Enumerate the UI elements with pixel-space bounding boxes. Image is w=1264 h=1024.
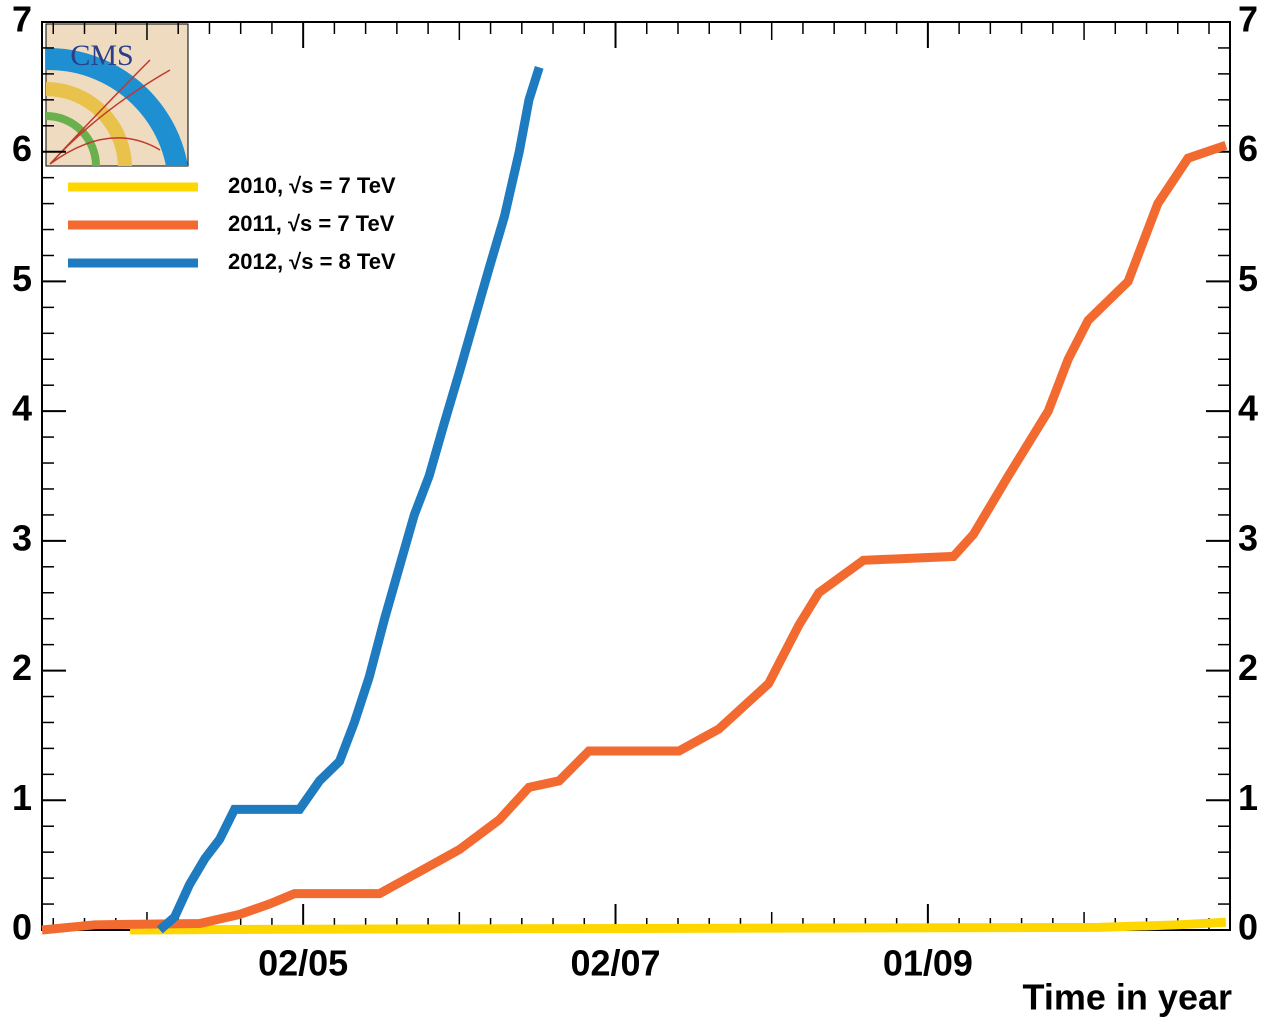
y-tick-label-right: 1 [1238, 777, 1258, 818]
x-tick-label: 02/05 [258, 943, 348, 984]
legend-label: 2012, √s = 8 TeV [228, 249, 396, 274]
legend-label: 2011, √s = 7 TeV [228, 211, 395, 236]
series-line [41, 140, 1228, 935]
series-line [156, 66, 544, 934]
y-tick-label-right: 0 [1238, 907, 1258, 948]
x-tick-label: 02/07 [570, 943, 660, 984]
y-tick-label-right: 3 [1238, 517, 1258, 558]
y-tick-label: 6 [12, 128, 32, 169]
series-line [130, 917, 1227, 935]
y-tick-label-right: 6 [1238, 128, 1258, 169]
x-tick-label: 01/09 [883, 943, 973, 984]
y-tick-label: 1 [12, 777, 32, 818]
logo-text: CMS [70, 39, 133, 72]
y-tick-label: 4 [12, 388, 32, 429]
y-tick-label-right: 7 [1238, 0, 1258, 40]
y-tick-label-right: 5 [1238, 258, 1258, 299]
y-tick-label: 2 [12, 647, 32, 688]
y-tick-label: 0 [12, 907, 32, 948]
cms-logo: CMS [45, 23, 189, 167]
y-tick-label: 5 [12, 258, 32, 299]
y-tick-label: 3 [12, 517, 32, 558]
legend-label: 2010, √s = 7 TeV [228, 173, 396, 198]
y-tick-label-right: 4 [1238, 388, 1258, 429]
plot-frame [41, 21, 1231, 931]
y-tick-label: 7 [12, 0, 32, 40]
x-axis-title: Time in year [1023, 977, 1232, 1018]
y-tick-label-right: 2 [1238, 647, 1258, 688]
